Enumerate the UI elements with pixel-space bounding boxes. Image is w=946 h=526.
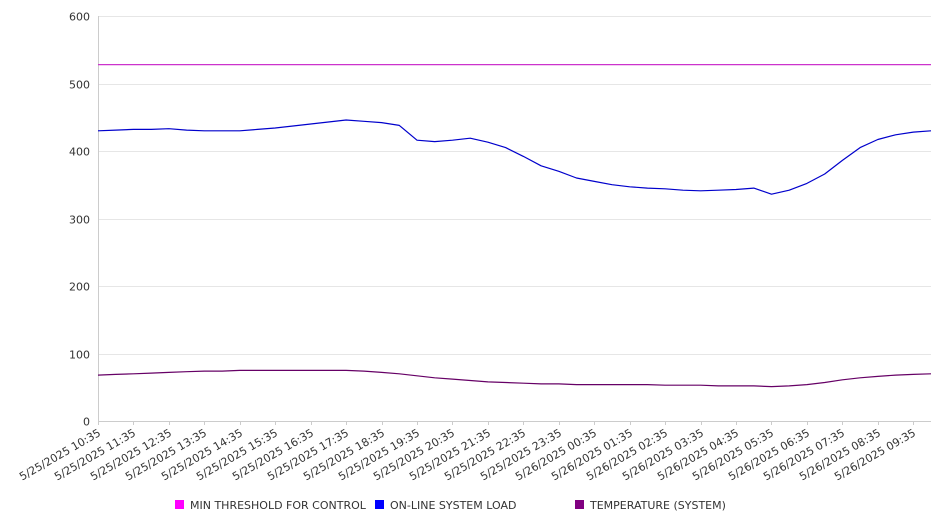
series-lines	[97, 63, 932, 388]
axes	[98, 16, 931, 425]
gridlines	[98, 16, 931, 355]
y-tick-label-400: 400	[69, 146, 90, 159]
y-tick-label-600: 600	[69, 11, 90, 24]
legend-label-2: ON-LINE SYSTEM LOAD	[390, 499, 516, 512]
y-tick-label-300: 300	[69, 214, 90, 227]
y-tick-label-500: 500	[69, 79, 90, 92]
legend-swatch-1	[175, 500, 184, 509]
legend-swatch-3	[575, 500, 584, 509]
y-tick-label-200: 200	[69, 281, 90, 294]
legend-swatch-2	[375, 500, 384, 509]
y-tick-labels: 0 100 200 300 400 500 600	[69, 11, 90, 429]
x-tick-labels: 5/25/2025 10:355/25/2025 11:355/25/2025 …	[17, 426, 918, 483]
series-line-3	[97, 369, 932, 388]
y-tick-label-0: 0	[83, 416, 90, 429]
legend-label-3: TEMPERATURE (SYSTEM)	[589, 499, 726, 512]
y-tick-label-100: 100	[69, 349, 90, 362]
legend-label-1: MIN THRESHOLD FOR CONTROL	[190, 499, 367, 512]
series-line-2	[97, 119, 932, 195]
legend: MIN THRESHOLD FOR CONTROL ON-LINE SYSTEM …	[175, 499, 726, 512]
